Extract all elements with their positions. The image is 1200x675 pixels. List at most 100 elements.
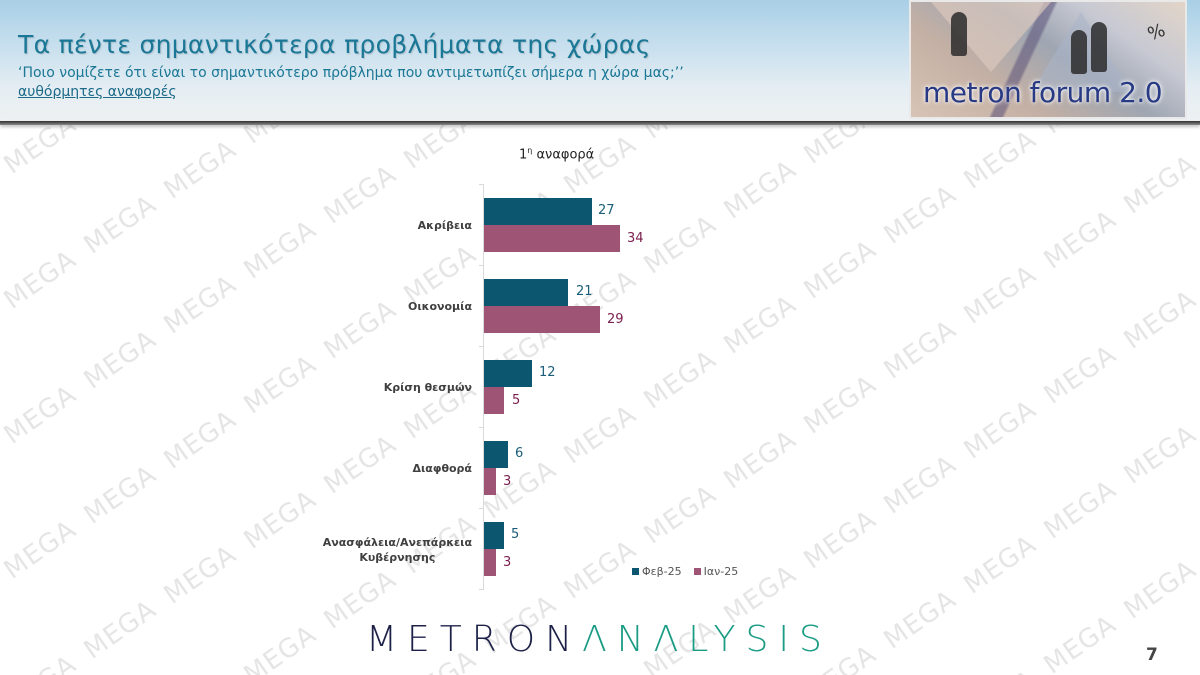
watermark-text: MEGA [319,239,483,366]
watermark-text: MEGA [1118,554,1200,626]
category-label-line: Ανασφάλεια/Ανεπάρκεια [322,536,472,549]
value-label: 34 [627,231,644,246]
watermark-text: MEGA [1118,419,1200,491]
bar-jan-diafthora [484,468,496,495]
axis-tick [479,589,484,590]
watermark-text: MEGA [798,234,883,306]
watermark-text: MEGA [159,484,323,611]
value-label: 21 [576,284,593,299]
value-label: 27 [598,203,615,218]
watermark-text: MEGA [958,124,1043,196]
watermark-text: MEGA [0,244,83,371]
logo-part-analysis: ΛNΛLYSIS [582,619,832,660]
value-label: 5 [511,527,520,542]
page-title: Τα πέντε σημαντικότερα προβλήματα της χώ… [18,30,651,59]
category-label: Ακρίβεια [417,219,472,232]
axis-tick [479,346,484,347]
category-label-line: Κυβέρνησης [359,551,436,564]
logo-part-metron: METRON [366,619,583,660]
watermark-text: MEGA [79,404,243,531]
bar-feb-krisi-thesmon [484,360,532,387]
watermark-text: MEGA [0,514,83,641]
watermark-text: MEGA [0,379,83,506]
watermark-text: MEGA [319,374,483,501]
watermark-text: MEGA [718,424,803,496]
bar-jan-anasfaleia [484,549,496,576]
response-type-note: αυθόρμητες αναφορές [18,84,177,100]
legend-label: Ιαν-25 [703,565,739,578]
category-label: Ανασφάλεια/Ανεπάρκεια Κυβέρνησης [323,535,472,565]
watermark-text: MEGA [958,259,1043,331]
watermark-text: MEGA [0,459,163,586]
bar-feb-diafthora [484,441,508,468]
watermark-text: MEGA [558,399,643,471]
chart-title-number: 1 [519,147,528,163]
watermark-text: MEGA [878,584,963,656]
watermark-text: MEGA [798,504,883,576]
category-label: Οικονομία [408,300,472,313]
logo-text: metron forum 2.0 [923,76,1163,109]
header-banner: Τα πέντε σημαντικότερα προβλήματα της χώ… [0,0,1200,121]
legend-swatch-icon [693,568,701,575]
watermark-text: MEGA [798,369,883,441]
watermark-text: MEGA [878,314,963,386]
bar-jan-oikonomia [484,306,600,333]
watermark-text: MEGA [559,130,642,201]
logo-figure [1071,30,1087,74]
value-label: 29 [607,312,624,327]
watermark-text: MEGA [958,394,1043,466]
metron-forum-logo: % metron forum 2.0 [909,0,1187,119]
watermark-text: MEGA [638,479,723,551]
watermark-text: MEGA [239,294,403,421]
watermark-text: MEGA [319,104,483,231]
watermark-text: MEGA [1038,339,1123,411]
value-label: 3 [503,474,512,489]
watermark-text: MEGA [719,99,883,226]
watermark-text: MEGA [638,344,723,416]
legend-item-feb: Φεβ-25 [632,565,682,578]
watermark-text: MEGA [1038,609,1123,675]
bar-jan-krisi-thesmon [484,387,504,414]
watermark-text: MEGA [639,154,803,281]
watermark-text: MEGA [878,449,963,521]
watermark-text: MEGA [79,134,243,261]
logo-figure [951,12,967,56]
watermark-text: MEGA [959,665,1042,675]
axis-tick [479,427,484,428]
watermark-text: MEGA [718,289,803,361]
value-label: 5 [512,393,521,408]
watermark-text: MEGA [958,529,1043,601]
watermark-text: MEGA [558,534,643,606]
category-label: Κρίση θεσμών [383,381,472,394]
bar-feb-anasfaleia [484,522,504,549]
watermark-text: MEGA [0,594,163,675]
watermark-text: MEGA [1118,284,1200,356]
watermark-text: MEGA [159,349,323,476]
bar-feb-akriveia [484,198,592,225]
watermark-text: MEGA [1038,474,1123,546]
chart-title: 1η αναφορά [519,146,594,162]
percent-icon: % [1144,19,1169,46]
watermark-text: MEGA [159,135,242,206]
axis-tick [479,508,484,509]
bar-jan-akriveia [484,225,620,252]
watermark-text: MEGA [0,109,83,236]
value-label: 6 [515,446,524,461]
axis-tick [479,184,484,185]
axis-tick [479,265,484,266]
logo-figure [1091,22,1107,72]
chart-title-text: αναφορά [532,147,595,163]
legend-item-jan: Ιαν-25 [693,565,739,578]
category-axis [483,184,484,590]
watermark-text: MEGA [79,269,243,396]
watermark-text: MEGA [0,189,163,316]
survey-question: ‘Ποιο νομίζετε ότι είναι το σημαντικότερ… [18,65,684,81]
chart-title-sup: η [527,146,533,155]
watermark-text: MEGA [79,539,243,666]
category-label: Διαφθορά [412,462,472,475]
page-number: 7 [1146,645,1158,665]
watermark-text: MEGA [239,429,403,556]
watermark-text: MEGA [878,179,963,251]
chart-legend: Φεβ-25 Ιαν-25 [632,565,738,578]
bar-feb-oikonomia [484,279,568,306]
